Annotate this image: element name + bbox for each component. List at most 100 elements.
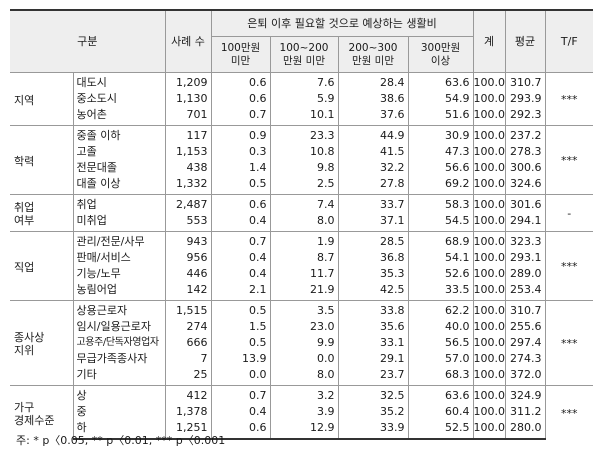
table-row: 기능/노무 446 0.4 11.7 35.3 52.6 100.0 289.0 [10,266,593,282]
row-label: 중소도시 [73,91,166,107]
table-row: 판매/서비스 956 0.4 8.7 36.8 54.1 100.0 293.1 [10,250,593,266]
cell-mean: 323.3 [504,231,546,250]
header-total: 계 [472,9,506,73]
table-container: 구분 사례 수 은퇴 이후 필요할 것으로 예상하는 생활비 계 평균 T/F … [10,9,594,440]
group-label: 지역 [10,72,74,126]
cell-under-100: 0.5 [210,335,271,351]
cell-100-200: 21.9 [269,282,339,301]
row-label: 중졸 이하 [72,125,166,144]
row-label: 고졸 [73,144,166,160]
cell-over-300: 40.0 [407,319,474,335]
cell-cases: 1,515 [164,300,212,319]
table-body: 지역 대도시 1,209 0.6 7.6 28.4 63.6 100.0 310.7 *** 중소도… [10,72,594,440]
cell-over-300: 63.6 [407,72,474,91]
significance-cell: *** [544,300,594,386]
cell-under-100: 2.1 [210,282,271,301]
table-row: 가구 경제수준 상 412 0.7 3.2 32.5 63.6 100.0 324.9 *** [10,385,594,439]
table-row: 대졸 이상 1,332 0.5 2.5 27.8 69.2 100.0 324.6 [10,176,593,195]
cell-cases: 25 [164,367,212,386]
table-row: 지역 대도시 1,209 0.6 7.6 28.4 63.6 100.0 310.7 *** [10,72,594,126]
cell-under-100: 13.9 [210,351,271,367]
cell-cases: 7 [164,351,212,367]
cell-under-100: 1.5 [210,319,271,335]
cell-over-300: 54.5 [407,213,474,232]
cell-100-200: 23.3 [269,125,339,144]
cell-100-200: 7.4 [269,194,339,213]
cell-total: 100.0 [472,335,506,351]
cell-100-200: 3.9 [269,404,339,420]
cell-total: 100.0 [472,282,506,301]
cell-cases: 1,209 [164,72,212,91]
cell-mean: 278.3 [504,144,546,160]
cell-mean: 292.3 [504,107,546,126]
table-row: 취업 여부 취업 2,487 0.6 7.4 33.7 58.3 100.0 301.6- [10,194,594,232]
significance-cell: *** [544,231,594,301]
cell-cases: 446 [164,266,212,282]
group-label: 직업 [10,231,74,301]
cell-cases: 274 [164,319,212,335]
cell-100-200: 8.7 [269,250,339,266]
cell-over-300: 60.4 [407,404,474,420]
cell-100-200: 5.9 [269,91,339,107]
cell-200-300: 23.7 [337,367,409,386]
table-row: 농림어업 142 2.1 21.9 42.5 33.5 100.0 253.4 [10,282,593,301]
cell-total: 100.0 [472,385,506,404]
cell-over-300: 63.6 [407,385,474,404]
cell-total: 100.0 [472,91,506,107]
cell-100-200: 0.0 [269,351,339,367]
group-label: 가구 경제수준 [10,385,74,439]
cell-total: 100.0 [472,213,506,232]
header-100-200: 100~200 만원 미만 [269,36,339,73]
cell-total: 100.0 [472,319,506,335]
cell-total: 100.0 [472,160,506,176]
cell-over-300: 62.2 [407,300,474,319]
cell-under-100: 0.3 [210,144,271,160]
table-row: 무급가족종사자 7 13.9 0.0 29.1 57.0 100.0 274.3 [10,351,593,367]
cell-200-300: 37.6 [337,107,409,126]
cell-200-300: 33.1 [337,335,409,351]
cell-cases: 1,130 [164,91,212,107]
row-label: 관리/전문/사무 [72,231,166,250]
significance-cell: *** [544,385,594,439]
table-row: 고용주/단독자영업자 666 0.5 9.9 33.1 56.5 100.0 297.4 [10,335,593,351]
cell-total: 100.0 [472,144,506,160]
cell-total: 100.0 [472,176,506,195]
row-label: 농어촌 [73,107,166,126]
row-label: 전문대졸 [73,160,166,176]
cell-200-300: 32.2 [337,160,409,176]
cell-over-300: 54.1 [407,250,474,266]
table-row: 기타 25 0.0 8.0 23.7 68.3 100.0 372.0 [10,367,593,386]
cell-100-200: 9.8 [269,160,339,176]
cell-under-100: 0.7 [210,231,271,250]
cell-total: 100.0 [472,300,506,319]
row-label: 임시/일용근로자 [73,319,166,335]
cell-over-300: 30.9 [407,125,474,144]
cell-200-300: 28.4 [337,72,409,91]
cell-100-200: 8.0 [269,367,339,386]
cell-200-300: 42.5 [337,282,409,301]
cell-under-100: 0.6 [210,91,271,107]
cell-cases: 1,153 [164,144,212,160]
cell-mean: 293.9 [504,91,546,107]
row-label: 무급가족종사자 [73,351,166,367]
cell-200-300: 29.1 [337,351,409,367]
cell-200-300: 27.8 [337,176,409,195]
cell-under-100: 0.6 [210,194,271,213]
cell-over-300: 69.2 [407,176,474,195]
cell-mean: 324.9 [504,385,546,404]
row-label: 상용근로자 [72,300,166,319]
cell-under-100: 0.5 [210,300,271,319]
row-label: 농림어업 [73,282,166,301]
cell-mean: 301.6 [504,194,546,213]
cell-mean: 311.2 [504,404,546,420]
cell-cases: 142 [164,282,212,301]
table-header: 구분 사례 수 은퇴 이후 필요할 것으로 예상하는 생활비 계 평균 T/F … [10,9,594,73]
cell-cases: 701 [164,107,212,126]
cell-mean: 255.6 [504,319,546,335]
cell-cases: 117 [164,125,212,144]
cell-100-200: 10.8 [269,144,339,160]
cell-under-100: 1.4 [210,160,271,176]
row-label: 중 [73,404,166,420]
table-row: 학력 중졸 이하 117 0.9 23.3 44.9 30.9 100.0 237.2 *** [10,125,594,195]
cell-200-300: 32.5 [337,385,409,404]
